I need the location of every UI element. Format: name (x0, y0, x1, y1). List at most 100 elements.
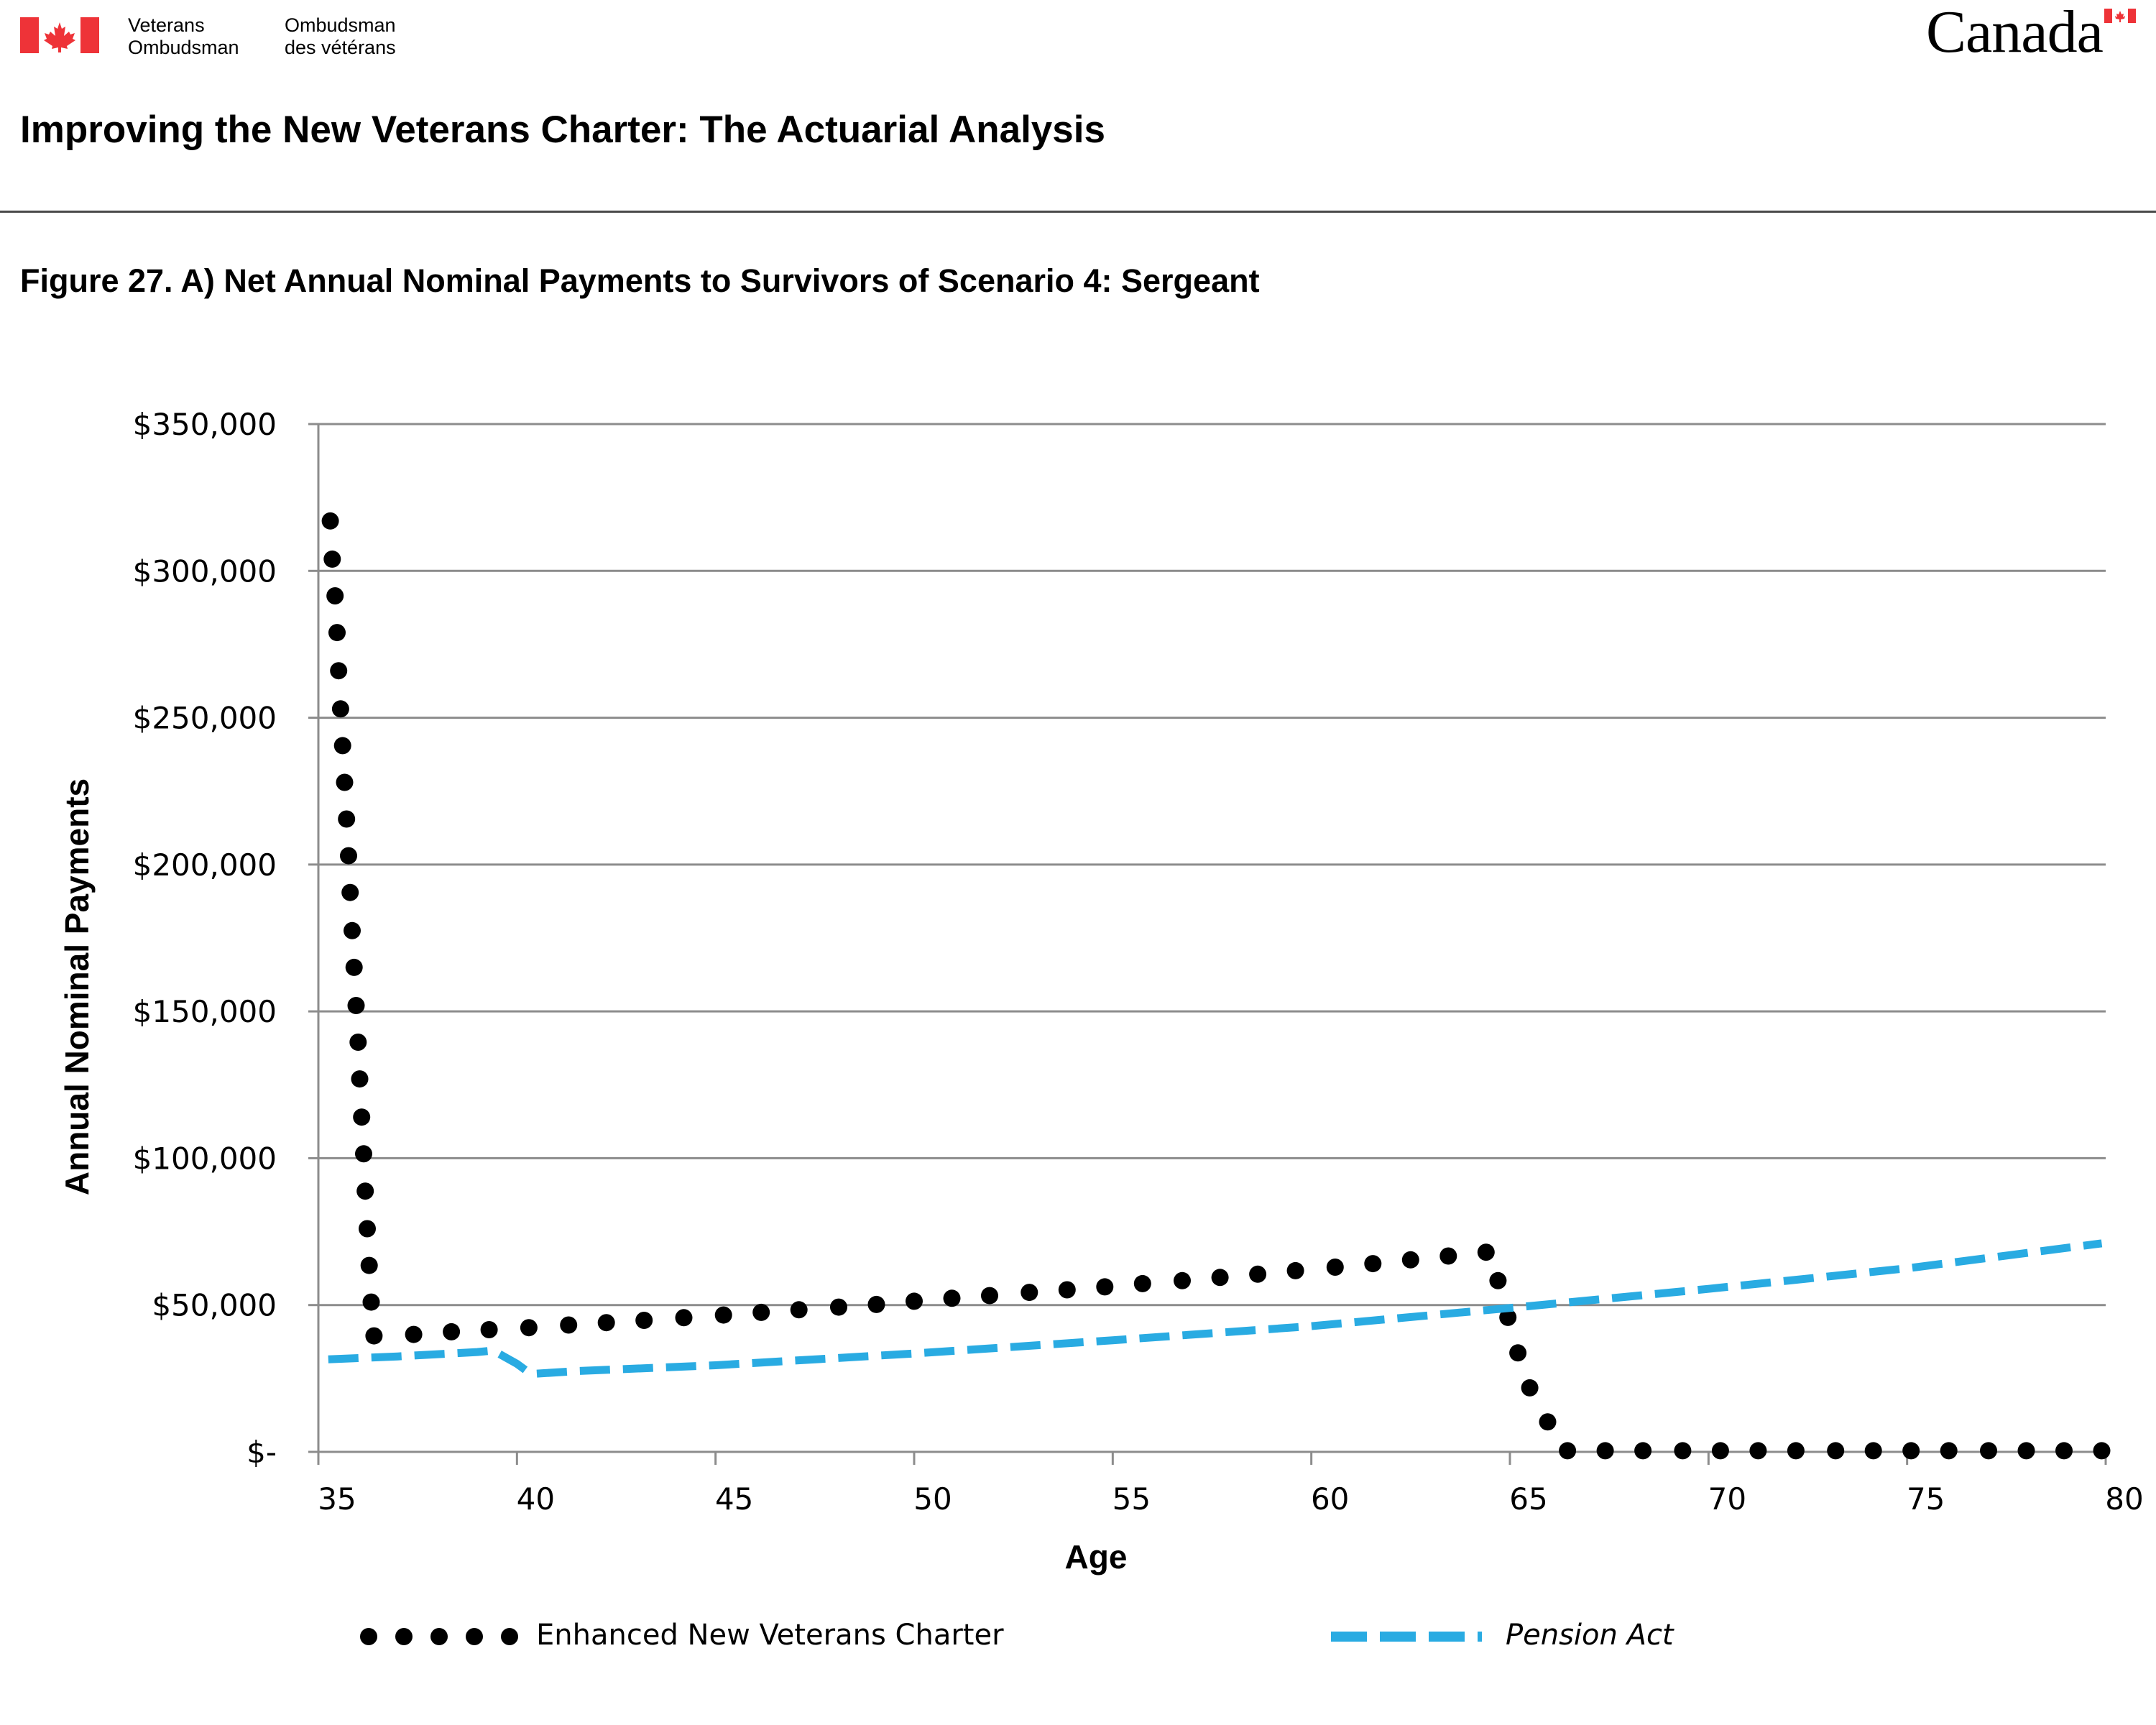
legend-dot (395, 1628, 413, 1645)
legend-dot (501, 1628, 518, 1645)
data-point (830, 1298, 847, 1316)
x-tick-label: 80 (2105, 1481, 2143, 1517)
data-point (356, 1182, 374, 1200)
data-point (1749, 1442, 1767, 1460)
data-point (2017, 1442, 2035, 1460)
wordmark-flag-icon (2104, 9, 2136, 23)
x-tick-label: 45 (715, 1481, 753, 1517)
data-point (1401, 1251, 1419, 1269)
data-point (1902, 1442, 1920, 1460)
data-point (1021, 1284, 1038, 1302)
data-point (1489, 1271, 1507, 1289)
data-point (1174, 1271, 1191, 1289)
data-point (1539, 1413, 1557, 1431)
data-point (347, 997, 365, 1014)
data-point (597, 1314, 615, 1332)
legend-dot (466, 1628, 483, 1645)
series-pension-act (328, 1239, 2103, 1379)
data-point (333, 737, 351, 755)
series-enhanced-nvc (321, 512, 2111, 1460)
department-name-english: Veterans Ombudsman (128, 14, 239, 59)
dept-en-line2: Ombudsman (128, 37, 239, 58)
x-axis-label: Age (1065, 1538, 1128, 1576)
data-point (635, 1312, 653, 1329)
data-point (321, 512, 339, 530)
data-point (1439, 1247, 1457, 1265)
data-point (867, 1295, 885, 1313)
data-point (1286, 1261, 1304, 1279)
x-tick-label: 65 (1509, 1481, 1547, 1517)
data-point (1787, 1442, 1805, 1460)
x-tick-label: 60 (1311, 1481, 1349, 1517)
data-point (1559, 1442, 1577, 1460)
x-tick-label: 55 (1112, 1481, 1151, 1517)
data-point (1596, 1442, 1614, 1460)
data-point (1326, 1259, 1344, 1276)
data-point (330, 662, 348, 680)
data-point (714, 1306, 732, 1324)
data-point (560, 1316, 578, 1334)
data-point (1499, 1308, 1517, 1326)
data-point (1634, 1442, 1652, 1460)
page-header: Veterans Ombudsman Ombudsman des vétéran… (0, 0, 2156, 72)
data-point (338, 810, 356, 828)
legend-item-pension-act: Pension Act (1331, 1619, 1674, 1652)
data-point (2093, 1442, 2111, 1460)
data-point (1096, 1278, 1114, 1296)
series (321, 512, 2111, 1460)
y-tick-label: $300,000 (133, 553, 277, 589)
x-tick-label: 70 (1708, 1481, 1746, 1517)
data-point (359, 1220, 376, 1238)
data-point (331, 700, 349, 718)
y-tick-labels: $- $50,000 $100,000 $150,000 $200,000 $250,00… (133, 407, 277, 1470)
y-tick-label: $350,000 (133, 407, 277, 442)
data-point (520, 1319, 538, 1337)
legend-dot (360, 1628, 377, 1645)
series-line-pension-act (328, 1239, 2103, 1379)
data-point (365, 1327, 383, 1345)
data-point (1864, 1442, 1882, 1460)
y-tick-label: $200,000 (133, 847, 277, 883)
figure-title: Figure 27. A) Net Annual Nominal Payment… (20, 262, 1260, 299)
data-point (1211, 1269, 1229, 1287)
header-divider (0, 211, 2156, 213)
data-point (943, 1289, 961, 1307)
data-point (1980, 1442, 1997, 1460)
x-tick-label: 40 (517, 1481, 555, 1517)
y-tick-label: $250,000 (133, 701, 277, 736)
data-point (675, 1309, 693, 1327)
y-tick-label: $150,000 (133, 994, 277, 1029)
legend-label-enhanced-nvc: Enhanced New Veterans Charter (536, 1619, 1004, 1652)
data-point (480, 1321, 498, 1338)
data-point (1133, 1274, 1151, 1292)
data-point (344, 921, 361, 939)
data-point (340, 847, 357, 865)
data-point (336, 773, 354, 791)
x-tick-labels: 35 40 45 50 55 60 65 70 75 80 (318, 1481, 2143, 1517)
data-point (405, 1325, 423, 1343)
data-point (1711, 1442, 1729, 1460)
data-point (790, 1301, 808, 1319)
y-tick-label: $50,000 (152, 1288, 277, 1323)
data-point (1364, 1255, 1382, 1273)
dept-fr-line1: Ombudsman (285, 14, 396, 36)
y-tick-label: $100,000 (133, 1141, 277, 1176)
data-point (326, 587, 344, 604)
y-axis-label: Annual Nominal Payments (58, 778, 96, 1195)
canada-wordmark: Canada (1926, 0, 2104, 65)
legend-dot (430, 1628, 448, 1645)
data-point (443, 1322, 461, 1340)
data-point (1674, 1442, 1692, 1460)
data-point (906, 1292, 923, 1310)
data-point (360, 1256, 378, 1274)
legend-item-enhanced-nvc: Enhanced New Veterans Charter (360, 1619, 1004, 1652)
data-point (1827, 1442, 1845, 1460)
data-point (353, 1108, 371, 1126)
data-point (981, 1287, 998, 1305)
document-title: Improving the New Veterans Charter: The … (20, 109, 1105, 151)
data-point (349, 1034, 367, 1051)
x-tick-label: 35 (318, 1481, 356, 1517)
legend: Enhanced New Veterans Charter Pension Ac… (360, 1619, 1674, 1652)
data-point (328, 624, 346, 642)
